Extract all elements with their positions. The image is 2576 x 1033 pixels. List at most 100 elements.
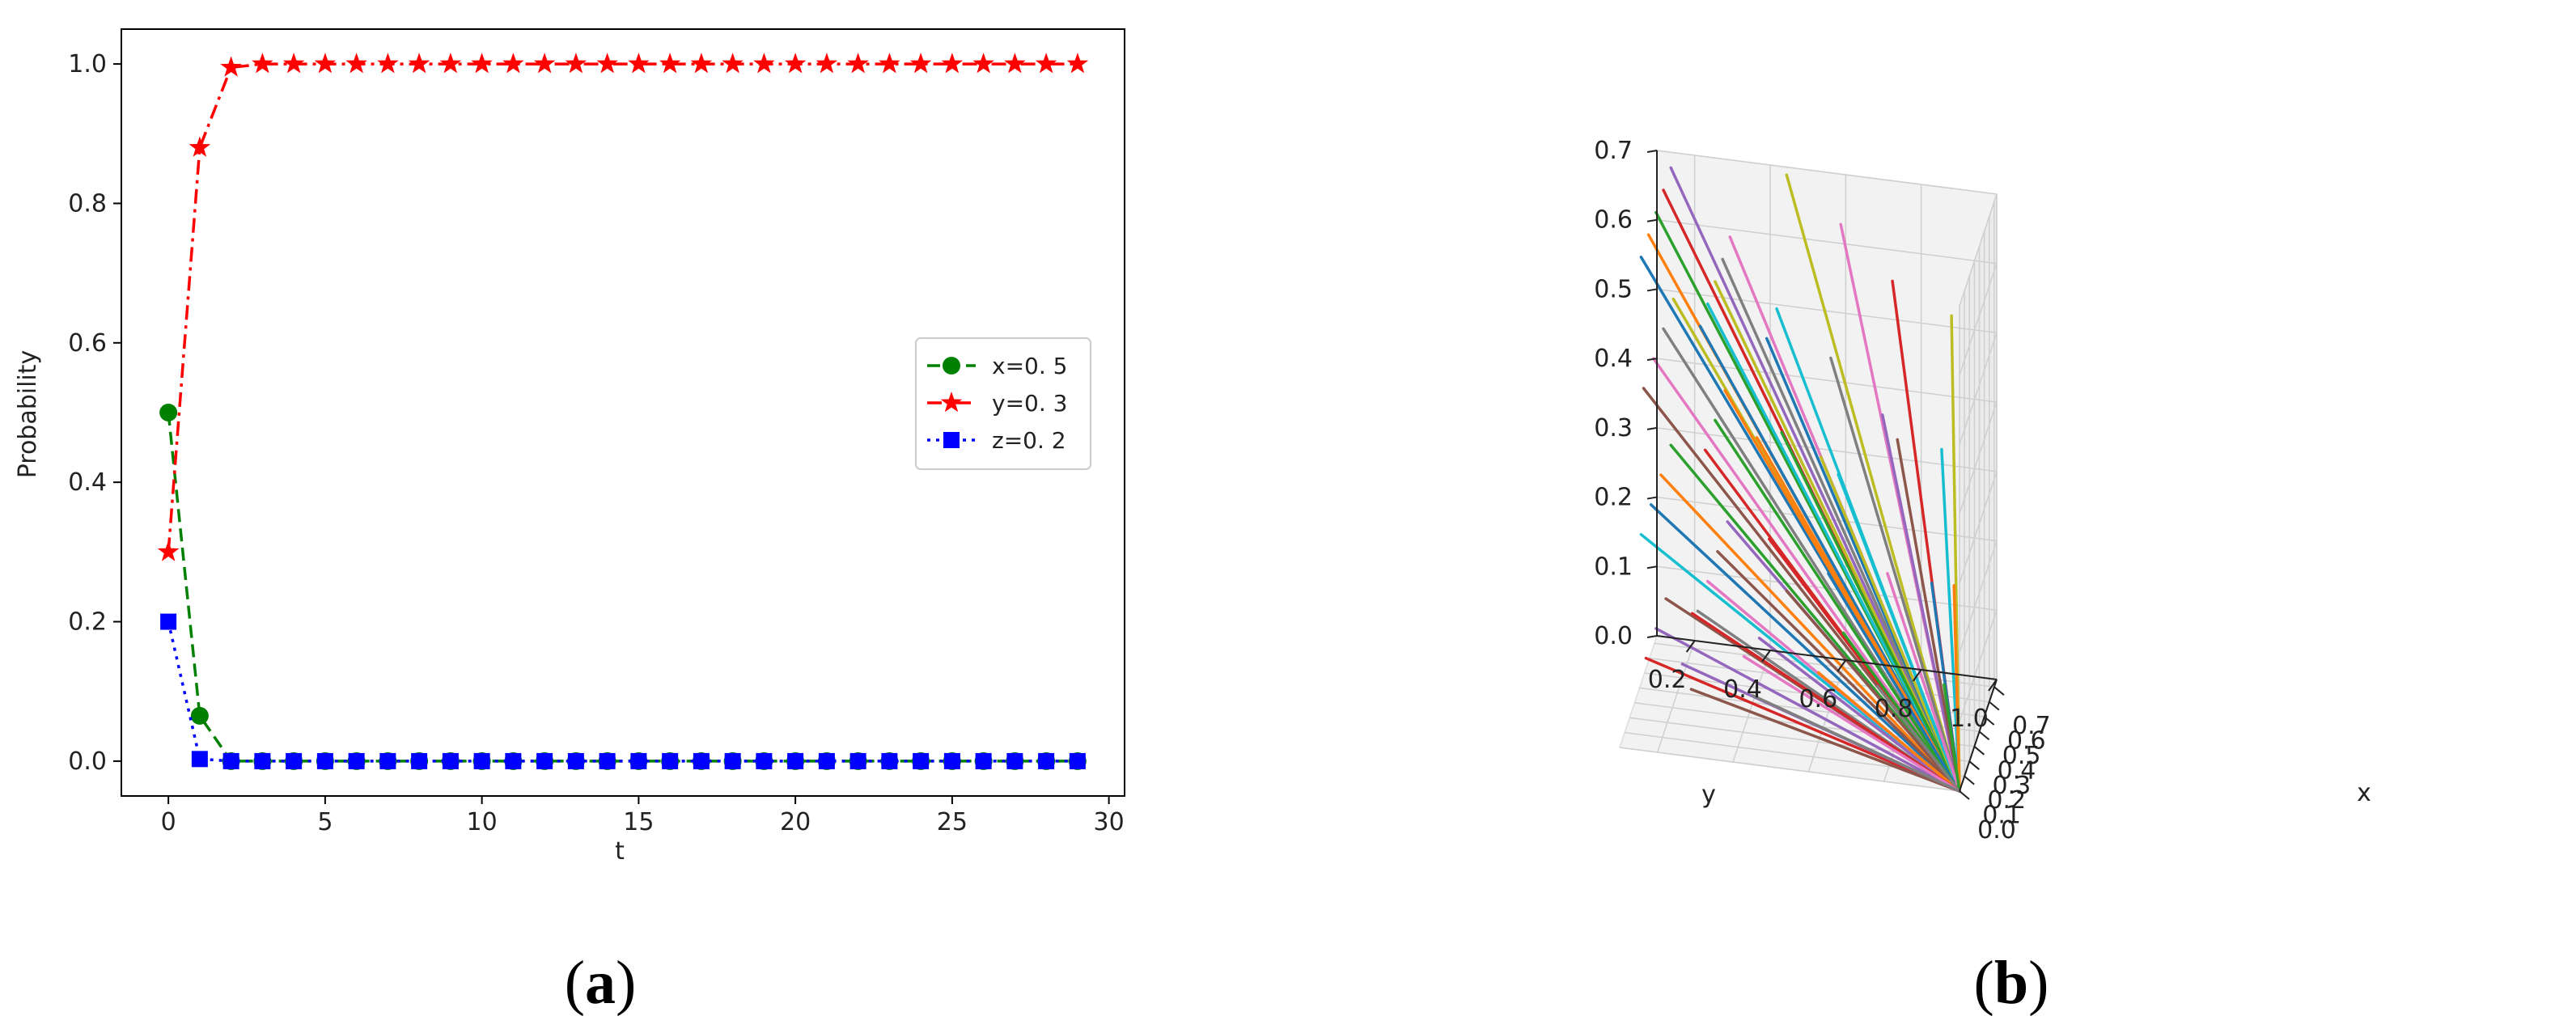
data-point-star [189,136,211,157]
data-point-star [784,53,807,74]
data-point-square [222,752,239,769]
data-point-square [567,752,584,769]
trajectory-line [1952,584,1961,793]
trajectory-line [1757,637,1961,793]
chart-b-gridline [1959,332,1998,445]
data-point-square [442,752,459,769]
chart-b-x-tick-label: 0.2 [1987,786,2026,815]
chart-a-y-tick-label: 1.0 [68,50,107,78]
data-point-square [975,752,992,769]
legend-marker [940,392,963,413]
trajectory-line [1690,612,1961,793]
chart-a-x-tick-label: 10 [467,808,498,836]
chart-b-gridline [1959,193,1998,307]
chart-a-y-axis-label: Probability [14,350,42,479]
data-point-star [941,53,964,74]
chart-a-y-tick-label: 0.0 [68,747,107,776]
chart-b-x-axis-line [1959,679,1998,792]
chart-b-x-tick [1989,701,2000,711]
data-point-square [316,752,333,769]
chart-a-plot-frame [121,28,1125,797]
data-point-star [282,53,305,74]
trajectory-line [1780,430,1961,793]
chart-b-z-tick [1646,565,1658,569]
chart-a-y-tick-label: 0.2 [68,608,107,637]
data-point-square [254,752,271,769]
chart-a-series [157,53,1089,770]
trajectory-line [1654,627,1961,793]
chart-b-x-axis-label: x [2357,779,2371,807]
chart-b-x-tick [1993,686,2005,696]
data-point-square [787,752,804,769]
chart-a-legend: x=0. 5 y=0. 3 z=0. 2 [915,337,1091,470]
trajectory-line [1837,472,1961,793]
chart-b-z-tick [1646,496,1658,500]
data-point-star [377,53,399,74]
chart-b-y-tick [1837,659,1847,672]
data-point-star [157,540,180,561]
chart-b-x-tick [1984,716,1995,726]
chart-a-x-tick-label: 5 [317,808,333,836]
chart-b-z-tick [1646,150,1658,153]
chart-b-y-tick-label: 1.0 [1950,705,1989,733]
series-line-square [167,621,1078,763]
trajectory-line [1816,671,1961,793]
chart-a-x-tick-label: 0 [161,808,176,836]
data-point-star [690,53,713,74]
chart-b-gridline [1656,427,1998,472]
trajectory-line [1943,683,1961,793]
chart-b-z-tick [1646,288,1658,292]
chart-b-x-tick-label: 0.6 [2007,727,2046,756]
data-point-star [502,53,524,74]
data-point-star [1066,53,1089,74]
chart-b-z-tick-label: 0.5 [1594,275,1633,303]
chart-b-y-tick [1988,679,1998,692]
trajectory-line [1940,447,1961,793]
data-point-square [818,752,835,769]
chart-b-z-tick-label: 0.0 [1594,622,1633,650]
trajectory-line [1644,656,1961,793]
chart-b-x-tick-label: 0.0 [1977,816,2016,845]
chart-b-y-tick-label: 0.6 [1799,685,1837,713]
chart-b-x-tick [1978,730,1990,741]
data-point-star [1004,53,1026,74]
data-point-square [1038,752,1055,769]
data-point-square [348,752,365,769]
chart-b-gridline [1959,610,1998,722]
chart-b-gridline [1959,401,1998,514]
data-point-square [756,752,773,769]
chart-b-y-axis-label: y [1701,781,1716,809]
chart-b-x-tick-label: 0.3 [1993,772,2032,800]
data-point-star [220,56,242,77]
data-point-square [913,752,930,769]
chart-b-x-tick [1968,760,1980,770]
data-point-star [1035,53,1057,74]
data-point-star [533,53,556,74]
panel-label-a: (a) [565,949,637,1017]
trajectory-line [1714,418,1961,793]
chart-b-y-tick [1761,650,1771,663]
chart-b-x-tick-label: 0.4 [1998,756,2036,785]
trajectory-line [1875,684,1961,793]
data-point-square [191,751,208,768]
data-point-circle [159,404,178,421]
trajectory-line [1669,166,1961,793]
chart-b-z-tick [1646,218,1658,222]
chart-b-trajectories [1639,166,1961,793]
legend-entry-label: x=0. 5 [992,353,1067,379]
data-point-square [724,752,741,769]
chart-a: 0 5 10 15 20 25 30 0.0 0.2 0.4 0.6 0.8 1.0 x=0. 5 y=0… [14,28,1125,866]
trajectory-line [1827,572,1961,793]
trajectory-line [1742,654,1961,793]
data-point-star [659,53,681,74]
panel-label-b: (b) [1974,949,2049,1017]
data-point-star [722,53,744,74]
data-point-star [471,53,493,74]
chart-b-z-tick-label: 0.6 [1594,206,1633,235]
chart-b-x-tick-label: 0.7 [2012,712,2051,740]
chart-b-y-axis-line [1656,635,1998,680]
chart-b-gridline [1656,640,1696,753]
chart-b-y-tick-label: 0.8 [1875,695,1913,723]
trajectory-line [1886,572,1961,793]
chart-b-z-tick [1646,358,1658,362]
